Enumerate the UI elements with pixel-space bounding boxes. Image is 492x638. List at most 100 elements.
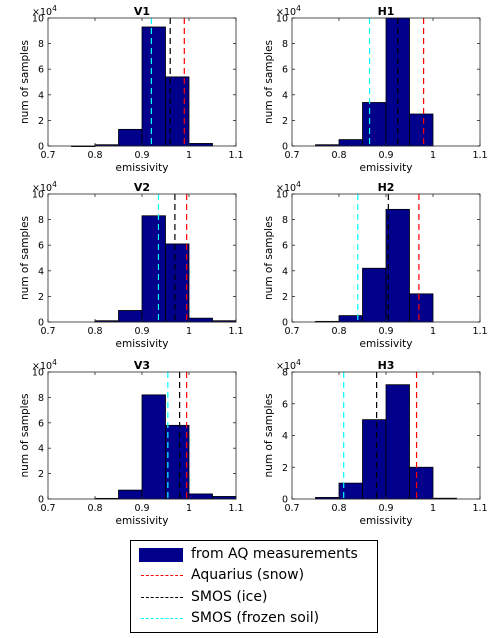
x-tick-label: 1 bbox=[186, 326, 192, 337]
y-tick-label: 0 bbox=[38, 495, 44, 506]
chart-panel-v3: 0.7 0.8 0.9 1 1.1 0 2 4 6 8 10×104 V3 emissivity num … bbox=[19, 358, 244, 527]
x-axis-label: emissivity bbox=[360, 162, 413, 174]
y-axis-label: num of samples bbox=[263, 40, 275, 124]
legend-label-smos-ice: SMOS (ice) bbox=[191, 589, 268, 605]
histogram-bar bbox=[409, 293, 434, 323]
x-tick-label: 0.8 bbox=[87, 503, 102, 514]
y-axis-multiplier-exponent: 4 bbox=[296, 358, 301, 367]
chart-panel-v1: 0.7 0.8 0.9 1 1.1 0 2 4 6 8 10×104 V1 emissivity num … bbox=[19, 4, 244, 174]
x-axis-label: emissivity bbox=[360, 515, 413, 527]
legend-label-histogram: from AQ measurements bbox=[191, 546, 358, 562]
legend-line-aquarius bbox=[141, 575, 183, 576]
y-axis-multiplier: ×104 bbox=[32, 180, 57, 194]
x-tick-label: 0.9 bbox=[134, 326, 149, 337]
y-axis-multiplier: ×104 bbox=[32, 4, 57, 18]
x-tick-label: 1.1 bbox=[472, 326, 487, 337]
chart-panel-h2: 0.7 0.8 0.9 1 1.1 0 2 4 6 8 10×104 H2 emissivity num … bbox=[263, 180, 488, 350]
x-tick-label: 0.8 bbox=[331, 503, 346, 514]
y-tick-label: 0 bbox=[282, 318, 288, 329]
y-tick-label: 4 bbox=[38, 90, 44, 101]
chart-panel-h1: 0.7 0.8 0.9 1 1.1 0 2 4 6 8 10×104 H1 emissivity num … bbox=[263, 4, 488, 174]
x-tick-label: 0.8 bbox=[331, 150, 346, 161]
y-tick-label: 6 bbox=[38, 65, 44, 76]
y-axis-multiplier: ×104 bbox=[276, 180, 301, 194]
y-tick-label: 0 bbox=[38, 142, 44, 153]
x-tick-label: 1 bbox=[186, 150, 192, 161]
x-tick-label: 0.9 bbox=[378, 503, 393, 514]
histogram-bar bbox=[338, 139, 363, 147]
legend-label-aquarius: Aquarius (snow) bbox=[191, 567, 305, 583]
histogram-bar bbox=[409, 466, 434, 500]
x-axis-label: emissivity bbox=[360, 338, 413, 350]
y-axis-multiplier: ×104 bbox=[276, 358, 301, 372]
y-tick-label: 8 bbox=[38, 393, 44, 404]
y-axis-label: num of samples bbox=[263, 216, 275, 300]
y-tick-label: 6 bbox=[38, 418, 44, 429]
x-tick-label: 1 bbox=[430, 326, 436, 337]
y-tick-label: 0 bbox=[38, 318, 44, 329]
x-tick-label: 1.1 bbox=[228, 326, 243, 337]
y-axis-multiplier-exponent: 4 bbox=[52, 4, 57, 13]
histogram-bar bbox=[118, 128, 143, 147]
histogram-bar bbox=[165, 76, 190, 147]
x-tick-label: 1.1 bbox=[228, 503, 243, 514]
y-tick-label: 10 bbox=[276, 14, 288, 25]
y-tick-label: 10 bbox=[32, 368, 44, 379]
y-tick-label: 8 bbox=[282, 39, 288, 50]
x-tick-label: 1.1 bbox=[228, 150, 243, 161]
y-tick-label: 4 bbox=[38, 266, 44, 277]
x-tick-label: 1 bbox=[430, 503, 436, 514]
histogram-bar bbox=[118, 489, 143, 500]
y-tick-label: 2 bbox=[38, 292, 44, 303]
x-tick-label: 0.7 bbox=[284, 150, 299, 161]
histogram-bar bbox=[165, 243, 190, 323]
y-axis-label: num of samples bbox=[19, 394, 31, 478]
y-tick-label: 2 bbox=[282, 292, 288, 303]
y-tick-label: 4 bbox=[282, 266, 288, 277]
x-tick-label: 0.9 bbox=[378, 326, 393, 337]
y-axis-label: num of samples bbox=[19, 216, 31, 300]
y-tick-label: 2 bbox=[38, 116, 44, 127]
legend-item-aquarius: Aquarius (snow) bbox=[135, 566, 375, 586]
histogram-bar bbox=[362, 267, 387, 323]
y-tick-label: 4 bbox=[282, 431, 288, 442]
x-tick-label: 0.9 bbox=[134, 150, 149, 161]
y-tick-label: 0 bbox=[282, 495, 288, 506]
y-tick-label: 6 bbox=[38, 241, 44, 252]
x-tick-label: 0.7 bbox=[284, 503, 299, 514]
legend-line-smos-ice bbox=[141, 597, 183, 598]
y-axis-label: num of samples bbox=[19, 40, 31, 124]
y-tick-label: 6 bbox=[282, 399, 288, 410]
y-tick-label: 6 bbox=[282, 241, 288, 252]
y-tick-label: 6 bbox=[282, 65, 288, 76]
x-axis-label: emissivity bbox=[116, 162, 169, 174]
legend-swatch-histogram bbox=[139, 548, 183, 562]
x-tick-label: 1.1 bbox=[472, 150, 487, 161]
y-axis-multiplier-exponent: 4 bbox=[296, 180, 301, 189]
x-tick-label: 0.8 bbox=[87, 150, 102, 161]
x-tick-label: 0.7 bbox=[40, 503, 55, 514]
chart-title: H3 bbox=[378, 359, 395, 372]
y-axis-multiplier: ×104 bbox=[32, 358, 57, 372]
chart-title: H2 bbox=[378, 181, 395, 194]
legend-item-smos-ice: SMOS (ice) bbox=[135, 588, 375, 608]
legend-item-histogram: from AQ measurements bbox=[135, 545, 375, 565]
x-tick-label: 0.7 bbox=[284, 326, 299, 337]
y-tick-label: 2 bbox=[38, 469, 44, 480]
histogram-bar bbox=[385, 384, 410, 500]
histogram-bar bbox=[409, 113, 434, 147]
chart-title: V1 bbox=[134, 5, 150, 18]
y-tick-label: 10 bbox=[276, 190, 288, 201]
y-axis-multiplier-exponent: 4 bbox=[52, 180, 57, 189]
y-tick-label: 8 bbox=[38, 215, 44, 226]
histogram-bar bbox=[141, 394, 166, 500]
y-axis-multiplier-exponent: 4 bbox=[52, 358, 57, 367]
x-tick-label: 0.9 bbox=[378, 150, 393, 161]
y-tick-label: 2 bbox=[282, 116, 288, 127]
histogram-bar bbox=[188, 317, 213, 323]
y-axis-multiplier: ×104 bbox=[276, 4, 301, 18]
legend: from AQ measurements Aquarius (snow) SMO… bbox=[130, 540, 378, 633]
x-tick-label: 0.9 bbox=[134, 503, 149, 514]
x-tick-label: 1.1 bbox=[472, 503, 487, 514]
